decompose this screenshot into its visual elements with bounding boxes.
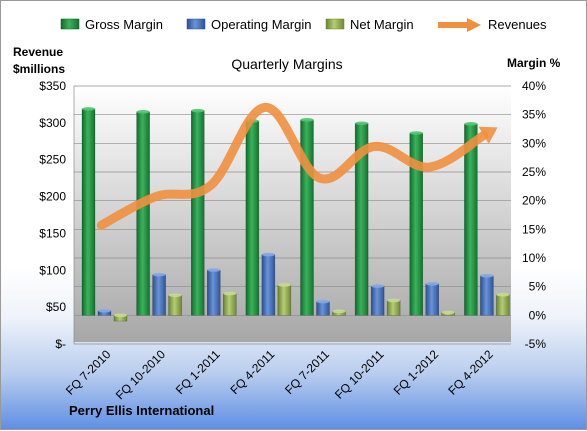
bar-operating-margin-fq-10-2011: [371, 286, 384, 315]
right-tick-label: -5%: [525, 337, 547, 351]
x-tick-label: FQ 1-2012: [391, 347, 442, 398]
legend-label-revenues: Revenues: [488, 17, 547, 32]
bar-net-margin-fq-10-2011: [387, 300, 400, 315]
bar-operating-margin-fq-1-2011: [207, 270, 220, 315]
legend-item-operating-margin: Operating Margin: [187, 17, 311, 32]
left-axis-title-line2: $millions: [13, 62, 65, 76]
bar-cap-net-margin-fq-7-2010: [114, 314, 127, 318]
left-tick-label: $50: [46, 300, 66, 314]
bar-gross-margin-fq-1-2011: [191, 111, 204, 316]
bar-cap-operating-margin-fq-7-2010: [98, 309, 111, 313]
bar-cap-gross-margin-fq-4-2012: [464, 122, 477, 126]
right-tick-label: 0%: [529, 308, 547, 322]
left-tick-label: $250: [39, 153, 66, 167]
x-tick-label: FQ 10-2010: [113, 347, 168, 402]
bar-net-margin-fq-10-2010: [169, 295, 182, 315]
x-tick-label: FQ 4-2012: [445, 347, 496, 398]
left-tick-label: $100: [39, 263, 66, 277]
bar-operating-margin-fq-4-2012: [480, 276, 493, 316]
x-tick-label: FQ 10-2011: [332, 347, 387, 402]
bar-cap-operating-margin-fq-4-2012: [480, 274, 493, 278]
bar-gross-margin-fq-10-2010: [137, 112, 150, 316]
right-tick-label: 10%: [522, 251, 546, 265]
bar-cap-net-margin-fq-1-2011: [223, 292, 236, 296]
left-axis-title-line1: Revenue: [13, 45, 63, 59]
right-tick-label: 35%: [522, 108, 546, 122]
right-axis-title: Margin %: [507, 56, 561, 70]
bar-cap-operating-margin-fq-1-2012: [426, 282, 439, 286]
bar-operating-margin-fq-1-2012: [426, 284, 439, 316]
left-tick-label: $150: [39, 226, 66, 240]
left-tick-label: $200: [39, 190, 66, 204]
legend-arrow-revenues: [467, 18, 481, 32]
company-name: Perry Ellis International: [69, 403, 214, 418]
bar-gross-margin-fq-7-2010: [82, 109, 95, 315]
bar-cap-net-margin-fq-1-2012: [442, 311, 455, 315]
legend-item-revenues: Revenues: [438, 17, 547, 32]
bar-cap-operating-margin-fq-10-2011: [371, 284, 384, 288]
bar-cap-gross-margin-fq-7-2011: [301, 118, 314, 122]
right-tick-label: 40%: [522, 79, 546, 93]
legend-swatch-operating-margin: [187, 19, 205, 29]
bar-cap-gross-margin-fq-10-2010: [137, 110, 150, 114]
bar-cap-gross-margin-fq-10-2011: [355, 121, 368, 125]
right-tick-label: 25%: [522, 165, 546, 179]
bar-operating-margin-fq-4-2011: [262, 255, 275, 316]
bar-cap-net-margin-fq-4-2012: [496, 293, 509, 297]
bar-operating-margin-fq-7-2011: [317, 302, 330, 316]
bar-cap-net-margin-fq-10-2010: [169, 293, 182, 297]
legend-label-gross-margin: Gross Margin: [85, 17, 163, 32]
legend-item-gross-margin: Gross Margin: [61, 17, 163, 32]
bar-cap-gross-margin-fq-7-2010: [82, 107, 95, 111]
bar-cap-net-margin-fq-4-2011: [278, 283, 291, 287]
right-tick-label: 15%: [522, 222, 546, 236]
bar-cap-net-margin-fq-10-2011: [387, 299, 400, 303]
right-tick-label: 5%: [529, 280, 547, 294]
bar-cap-net-margin-fq-7-2011: [333, 310, 346, 314]
bar-cap-gross-margin-fq-1-2011: [191, 109, 204, 113]
x-tick-label: FQ 1-2011: [173, 347, 223, 397]
bar-cap-gross-margin-fq-1-2012: [410, 131, 423, 135]
bar-net-margin-fq-4-2011: [278, 285, 291, 315]
bar-operating-margin-fq-10-2010: [153, 275, 166, 316]
legend-swatch-gross-margin: [61, 19, 79, 29]
bar-net-margin-fq-4-2012: [496, 295, 509, 316]
bar-cap-operating-margin-fq-7-2011: [317, 300, 330, 304]
bar-net-margin-fq-1-2011: [223, 294, 236, 316]
right-axis-ticks: -5% 0% 5% 10% 15% 20% 25% 30% 35% 40%: [522, 79, 546, 351]
left-tick-label: $300: [39, 116, 66, 130]
x-tick-label: FQ 7-2010: [63, 347, 114, 398]
bar-cap-operating-margin-fq-4-2011: [262, 253, 275, 257]
x-tick-label: FQ 4-2011: [227, 347, 277, 397]
bar-cap-operating-margin-fq-10-2010: [153, 273, 166, 277]
legend-label-operating-margin: Operating Margin: [211, 17, 311, 32]
left-axis-ticks: $- $50 $100 $150 $200 $250 $300 $350: [39, 79, 66, 351]
bar-gross-margin-fq-4-2011: [246, 121, 259, 315]
legend-swatch-net-margin: [326, 19, 344, 29]
bar-cap-operating-margin-fq-1-2011: [207, 268, 220, 272]
left-tick-label: $-: [55, 337, 66, 351]
x-tick-label: FQ 7-2011: [282, 347, 332, 397]
legend-item-net-margin: Net Margin: [326, 17, 414, 32]
right-tick-label: 20%: [522, 194, 546, 208]
legend: Gross Margin Operating Margin Net Margin…: [61, 17, 547, 32]
right-tick-label: 30%: [522, 136, 546, 150]
chart-title: Quarterly Margins: [231, 56, 342, 72]
left-tick-label: $350: [39, 79, 66, 93]
legend-label-net-margin: Net Margin: [350, 17, 414, 32]
